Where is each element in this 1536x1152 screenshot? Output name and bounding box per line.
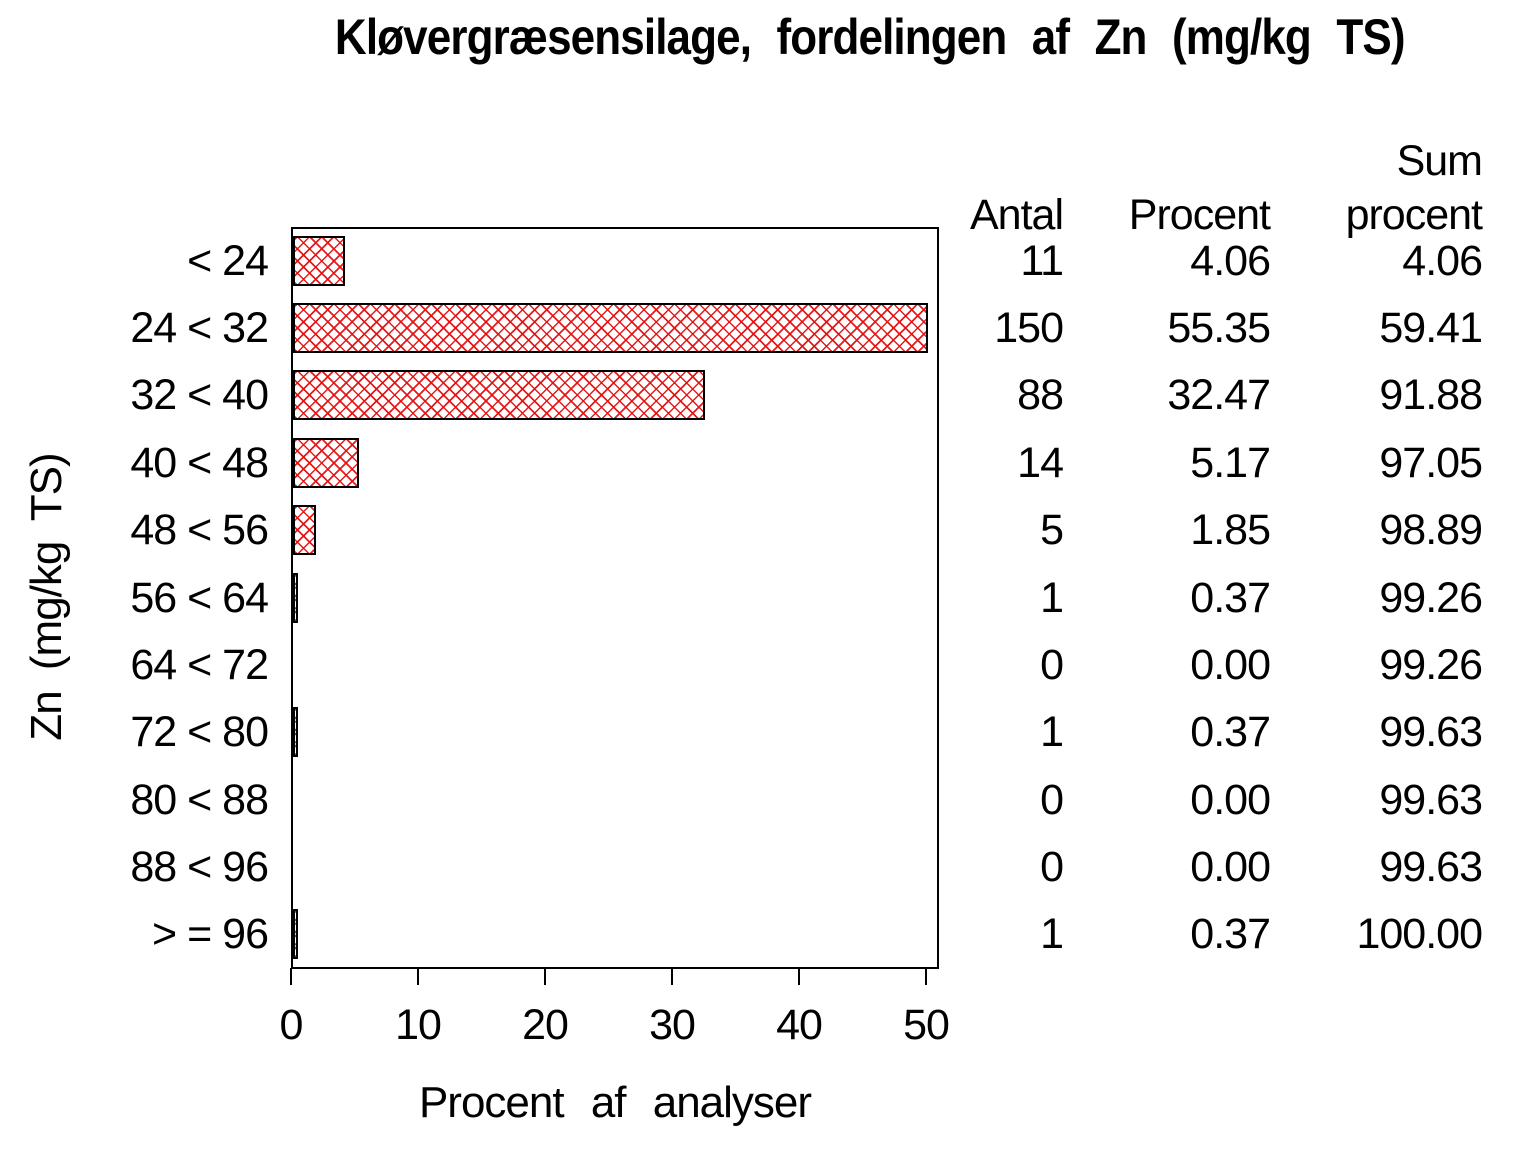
table-cell-procent: 4.06 <box>1190 237 1271 285</box>
table-cell-antal: 11 <box>1020 237 1064 285</box>
category-label: < 24 <box>187 237 269 285</box>
table-cell-sum: 59.41 <box>1379 304 1483 352</box>
x-tick-mark <box>671 968 673 985</box>
category-label: 80 < 88 <box>130 776 269 824</box>
table-cell-sum: 99.63 <box>1379 776 1483 824</box>
x-tick-label: 30 <box>649 1001 696 1049</box>
table-cell-antal: 88 <box>1017 371 1064 419</box>
x-axis-title: Procent af analyser <box>418 1078 812 1127</box>
category-label: 64 < 72 <box>130 641 269 689</box>
bar <box>293 303 928 353</box>
category-label: 88 < 96 <box>130 843 269 891</box>
x-tick-label: 20 <box>522 1001 569 1049</box>
bar <box>293 236 345 286</box>
bar <box>293 573 298 623</box>
table-cell-procent: 0.00 <box>1190 641 1271 689</box>
table-cell-sum: 100.00 <box>1356 910 1483 958</box>
table-cell-procent: 32.47 <box>1167 371 1271 419</box>
table-cell-procent: 0.37 <box>1190 574 1271 622</box>
table-cell-antal: 14 <box>1017 439 1064 487</box>
chart-title: Kløvergræsensilage, fordelingen af Zn (m… <box>240 8 1500 66</box>
category-label: 32 < 40 <box>130 371 269 419</box>
category-label: 56 < 64 <box>130 574 269 622</box>
table-cell-procent: 0.00 <box>1190 776 1271 824</box>
x-tick-mark <box>798 968 800 985</box>
x-tick-mark <box>417 968 419 985</box>
table-header-antal: Antal <box>969 191 1064 239</box>
table-header-sum-line2: procent <box>1345 191 1483 239</box>
table-cell-antal: 1 <box>1040 574 1064 622</box>
table-cell-antal: 1 <box>1040 910 1064 958</box>
bar <box>293 505 316 555</box>
bar <box>293 438 359 488</box>
table-cell-sum: 97.05 <box>1379 439 1483 487</box>
x-tick-mark <box>290 968 292 985</box>
table-cell-procent: 0.00 <box>1190 843 1271 891</box>
x-tick-label: 50 <box>903 1001 950 1049</box>
table-cell-procent: 1.85 <box>1190 506 1271 554</box>
table-cell-sum: 99.26 <box>1379 641 1483 689</box>
x-tick-label: 0 <box>279 1001 304 1049</box>
table-cell-procent: 0.37 <box>1190 708 1271 756</box>
bar <box>293 909 298 959</box>
table-cell-antal: 0 <box>1040 843 1064 891</box>
table-cell-antal: 5 <box>1040 506 1064 554</box>
table-cell-procent: 0.37 <box>1190 910 1271 958</box>
table-cell-antal: 1 <box>1040 708 1064 756</box>
table-header-sum-line1: Sum <box>1396 137 1483 185</box>
table-header-procent: Procent <box>1128 191 1271 239</box>
category-label: 48 < 56 <box>130 506 269 554</box>
table-cell-antal: 0 <box>1040 641 1064 689</box>
table-cell-procent: 55.35 <box>1167 304 1271 352</box>
table-cell-procent: 5.17 <box>1190 439 1271 487</box>
category-label: 40 < 48 <box>130 439 269 487</box>
table-cell-antal: 150 <box>994 304 1064 352</box>
x-tick-mark <box>925 968 927 985</box>
table-cell-sum: 98.89 <box>1379 506 1483 554</box>
bar <box>293 370 705 420</box>
x-tick-mark <box>544 968 546 985</box>
category-label: 24 < 32 <box>130 304 269 352</box>
category-label: 72 < 80 <box>130 708 269 756</box>
table-cell-sum: 99.26 <box>1379 574 1483 622</box>
x-tick-label: 40 <box>776 1001 823 1049</box>
table-cell-sum: 99.63 <box>1379 843 1483 891</box>
table-cell-sum: 4.06 <box>1402 237 1483 285</box>
x-tick-label: 10 <box>395 1001 442 1049</box>
table-cell-antal: 0 <box>1040 776 1064 824</box>
chart-title-text: Kløvergræsensilage, fordelingen af Zn (m… <box>335 9 1406 65</box>
table-cell-sum: 99.63 <box>1379 708 1483 756</box>
bar <box>293 707 298 757</box>
table-cell-sum: 91.88 <box>1379 371 1483 419</box>
category-label: > = 96 <box>152 910 269 958</box>
